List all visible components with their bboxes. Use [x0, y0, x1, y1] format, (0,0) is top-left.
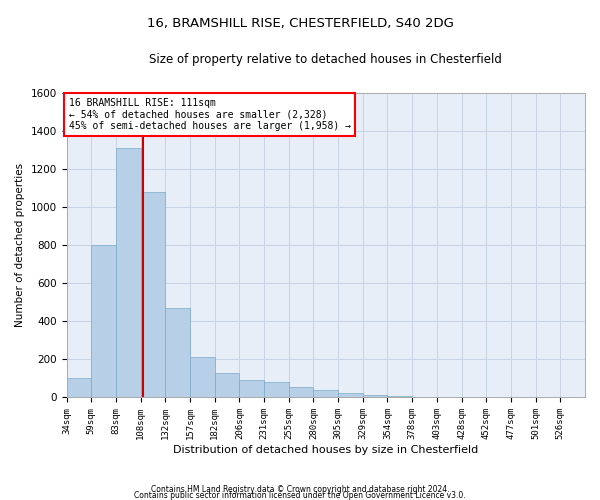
Y-axis label: Number of detached properties: Number of detached properties	[15, 163, 25, 328]
Text: Contains HM Land Registry data © Crown copyright and database right 2024.: Contains HM Land Registry data © Crown c…	[151, 484, 449, 494]
Bar	[91, 246, 116, 398]
Bar	[165, 308, 190, 398]
Bar	[116, 148, 140, 398]
Bar	[140, 192, 165, 398]
Text: 16 BRAMSHILL RISE: 111sqm
← 54% of detached houses are smaller (2,328)
45% of se: 16 BRAMSHILL RISE: 111sqm ← 54% of detac…	[68, 98, 350, 131]
Bar	[215, 372, 239, 398]
Bar	[289, 387, 313, 398]
Bar	[264, 382, 289, 398]
X-axis label: Distribution of detached houses by size in Chesterfield: Distribution of detached houses by size …	[173, 445, 478, 455]
Text: Contains public sector information licensed under the Open Government Licence v3: Contains public sector information licen…	[134, 490, 466, 500]
Bar	[67, 378, 91, 398]
Bar	[239, 380, 264, 398]
Bar	[338, 392, 363, 398]
Title: Size of property relative to detached houses in Chesterfield: Size of property relative to detached ho…	[149, 52, 502, 66]
Bar	[190, 356, 215, 398]
Bar	[412, 397, 437, 398]
Bar	[388, 396, 412, 398]
Bar	[313, 390, 338, 398]
Bar	[363, 394, 388, 398]
Text: 16, BRAMSHILL RISE, CHESTERFIELD, S40 2DG: 16, BRAMSHILL RISE, CHESTERFIELD, S40 2D…	[146, 18, 454, 30]
